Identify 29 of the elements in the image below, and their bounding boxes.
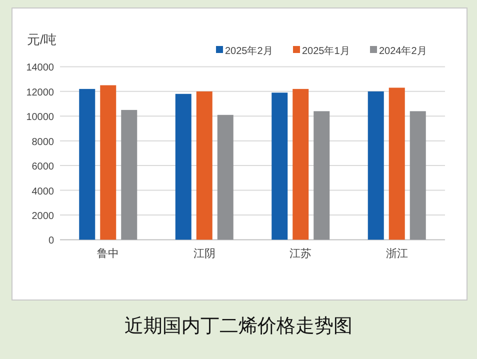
x-tick-label: 江苏 — [290, 247, 312, 260]
bar — [121, 110, 138, 240]
x-tick-label: 浙江 — [386, 247, 408, 260]
bar — [175, 94, 192, 240]
bar — [79, 88, 96, 240]
bar — [292, 88, 309, 240]
bar — [314, 111, 330, 240]
y-tick-label: 2000 — [32, 210, 54, 222]
bar — [388, 88, 405, 240]
x-tick-label: 鲁中 — [97, 247, 120, 260]
bar — [100, 85, 116, 240]
y-tick-label: 10000 — [26, 112, 54, 124]
bar — [217, 114, 234, 240]
bar — [368, 91, 384, 240]
legend-label: 2024年2月 — [379, 45, 427, 57]
y-tick-label: 14000 — [26, 62, 54, 74]
y-tick-label: 12000 — [26, 87, 54, 98]
y-axis-title: 元/吨 — [27, 32, 57, 47]
legend-label: 2025年2月 — [225, 45, 273, 57]
bar — [410, 111, 426, 240]
legend-label: 2025年1月 — [302, 45, 350, 57]
x-tick-label: 江阴 — [193, 248, 216, 260]
text: 近期国内丁二烯价格走势图 — [124, 316, 352, 337]
y-tick-label: 0 — [48, 236, 54, 247]
y-tick-label: 8000 — [32, 136, 54, 148]
y-tick-label: 4000 — [32, 186, 54, 198]
y-tick-label: 6000 — [32, 162, 54, 173]
bar — [196, 91, 212, 240]
bar — [272, 92, 288, 240]
